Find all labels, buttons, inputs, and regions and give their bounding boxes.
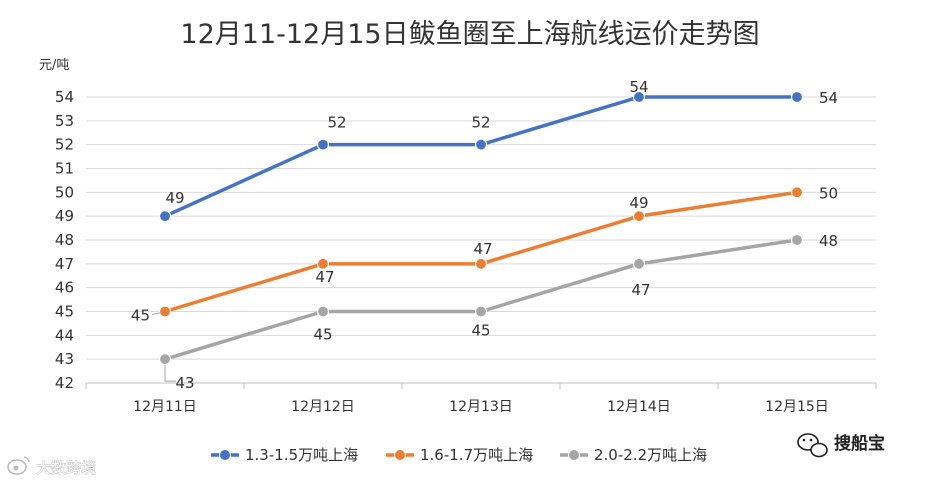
- data-label: 49: [629, 194, 648, 212]
- y-tick-label: 45: [55, 303, 74, 321]
- x-tick-label: 12月13日: [449, 399, 513, 415]
- legend: 1.3-1.5万吨上海 1.6-1.7万吨上海 2.0-2.2万吨上海: [211, 446, 707, 464]
- y-tick-label: 49: [55, 207, 74, 225]
- y-tick-label: 42: [55, 374, 74, 392]
- x-tick-label: 12月14日: [607, 399, 671, 415]
- data-point: [158, 353, 172, 366]
- data-label: 54: [819, 89, 838, 107]
- watermark-left-text: 大数跨境: [36, 459, 96, 477]
- data-label: 47: [631, 281, 650, 299]
- y-tick-label: 46: [55, 279, 74, 297]
- series-2: [158, 186, 804, 318]
- data-labels: 49 52 52 54 54 45 47 47 49 50 43 45 45 47 48: [131, 78, 838, 392]
- y-tick-label: 50: [55, 183, 74, 201]
- x-tick-label: 12月12日: [291, 399, 355, 415]
- data-point: [316, 305, 330, 318]
- data-point: [474, 257, 488, 270]
- data-point: [632, 210, 646, 223]
- label-leader-line: [151, 312, 163, 315]
- data-label: 45: [131, 307, 150, 325]
- x-tick-label: 12月11日: [133, 399, 197, 415]
- data-label: 45: [313, 326, 332, 344]
- data-label: 48: [819, 232, 838, 250]
- data-point: [316, 257, 330, 270]
- legend-marker: [394, 449, 406, 461]
- legend-label: 1.6-1.7万吨上海: [420, 446, 533, 464]
- series-group: [158, 90, 804, 366]
- data-point: [790, 90, 804, 104]
- legend-marker: [568, 449, 580, 461]
- watermark-left: 大数跨境: [7, 456, 96, 477]
- data-point: [790, 233, 804, 247]
- x-tick-label: 12月15日: [765, 399, 829, 415]
- watermark-right-text: 搜船宝: [834, 433, 885, 454]
- legend-label: 2.0-2.2万吨上海: [594, 446, 707, 464]
- y-axis-ticks: 42 43 44 45 46 47 48 49 50 51 52 53 54: [55, 88, 74, 392]
- watermark-right: 搜船宝: [797, 433, 885, 458]
- data-label: 52: [471, 114, 490, 132]
- legend-item: 2.0-2.2万吨上海: [560, 446, 707, 464]
- data-point: [158, 305, 172, 318]
- chart-title: 12月11-12月15日鲅鱼圈至上海航线运价走势图: [180, 19, 759, 50]
- label-leader-line: [164, 365, 176, 382]
- series-3: [158, 233, 804, 366]
- legend-label: 1.3-1.5万吨上海: [245, 446, 358, 464]
- y-tick-label: 54: [55, 88, 74, 106]
- data-point: [158, 210, 172, 223]
- y-tick-label: 52: [55, 136, 74, 154]
- legend-item: 1.3-1.5万吨上海: [211, 446, 358, 464]
- data-point: [316, 138, 330, 151]
- data-label: 47: [473, 240, 492, 258]
- data-label: 52: [327, 114, 346, 132]
- series-1: [158, 90, 804, 223]
- x-axis: 12月11日 12月12日 12月13日 12月14日 12月15日: [85, 382, 877, 415]
- data-point: [474, 138, 488, 151]
- data-label: 49: [165, 189, 184, 207]
- y-tick-label: 43: [55, 350, 74, 368]
- y-tick-label: 53: [55, 112, 74, 130]
- data-point: [632, 90, 646, 104]
- y-tick-label: 44: [55, 326, 74, 344]
- data-point: [474, 305, 488, 318]
- y-tick-label: 48: [55, 231, 74, 249]
- legend-marker: [219, 449, 231, 461]
- wechat-icon: [797, 433, 828, 458]
- y-axis-unit-label: 元/吨: [39, 58, 69, 73]
- data-point: [790, 186, 804, 199]
- data-label: 45: [471, 322, 490, 340]
- data-label: 50: [819, 184, 838, 202]
- legend-item: 1.6-1.7万吨上海: [386, 446, 533, 464]
- y-tick-label: 47: [55, 255, 74, 273]
- data-label: 43: [175, 374, 194, 392]
- data-label: 54: [629, 78, 648, 96]
- weibo-icon: [7, 456, 30, 475]
- data-point: [632, 257, 646, 270]
- data-label: 47: [315, 268, 334, 286]
- y-tick-label: 51: [55, 160, 74, 178]
